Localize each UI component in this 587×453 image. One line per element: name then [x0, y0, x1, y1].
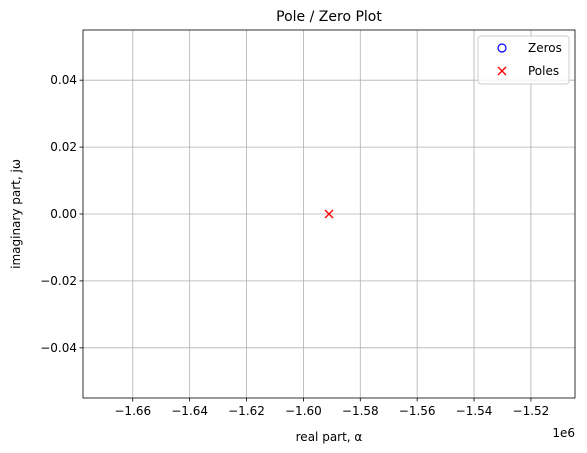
axis-ticks: −1.66 −1.64 −1.62 −1.60 −1.58 −1.56 −1.54 −1.52…: [40, 73, 549, 418]
x-axis-label: real part, α: [296, 430, 363, 444]
x-tick-label: −1.60: [285, 404, 322, 418]
chart-title: Pole / Zero Plot: [276, 9, 382, 25]
x-tick-label: −1.52: [513, 404, 550, 418]
data-points: [324, 209, 334, 219]
x-tick-label: −1.62: [228, 404, 265, 418]
x-tick-label: −1.54: [456, 404, 493, 418]
y-tick-label: −0.04: [40, 341, 77, 355]
pole-marker: [324, 209, 334, 219]
x-axis-offset-label: 1e6: [552, 426, 575, 440]
x-tick-label: −1.64: [171, 404, 208, 418]
y-tick-label: 0.00: [50, 207, 77, 221]
legend-label-zeros: Zeros: [528, 41, 562, 55]
x-tick-label: −1.58: [342, 404, 379, 418]
x-tick-label: −1.66: [114, 404, 151, 418]
legend-label-poles: Poles: [528, 64, 559, 78]
legend-circle-icon: [497, 43, 507, 53]
y-tick-label: 0.04: [50, 73, 77, 87]
y-tick-label: −0.02: [40, 274, 77, 288]
y-axis-label: imaginary part, jω: [9, 159, 23, 269]
legend-x-icon: [497, 66, 507, 76]
x-tick-label: −1.56: [399, 404, 436, 418]
y-tick-label: 0.02: [50, 140, 77, 154]
legend: Zeros Poles: [477, 35, 570, 85]
